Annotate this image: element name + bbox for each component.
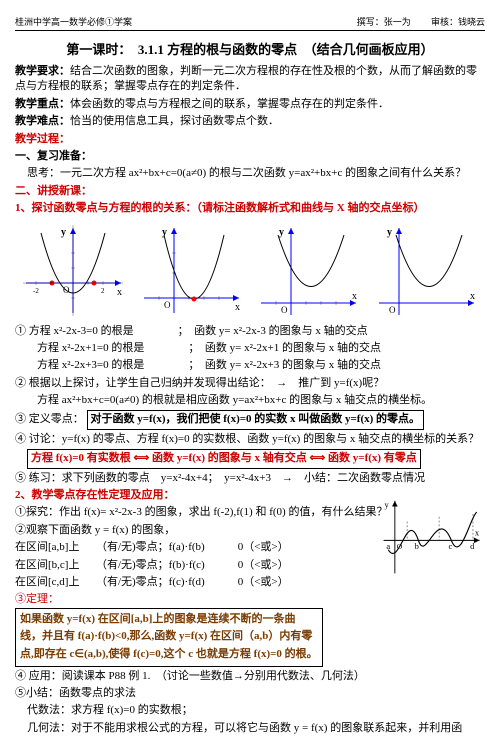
zero-definition-box: 对于函数 y=f(x)，我们把使 f(x)=0 的实数 x 叫做函数 y=f(x…: [87, 410, 425, 429]
problem-3: ③ 定义零点： 对于函数 y=f(x)，我们把使 f(x)=0 的实数 x 叫做…: [15, 410, 485, 429]
svg-text:x: x: [470, 291, 475, 302]
interval-cd: 在区间[c,d]上 （有/无)零点；f(c)·f(d) 0（<或>）: [15, 575, 355, 590]
svg-text:O: O: [389, 305, 396, 315]
review-content: 思考：一元二次方程 ax²+bx+c=0(a≠0) 的根与二次函数 y=ax²+…: [15, 166, 485, 181]
section-lecture: 二、讲授新课：: [15, 184, 485, 199]
svg-text:x: x: [117, 287, 122, 298]
graph-1: x y O -22: [21, 223, 126, 318]
svg-text:y: y: [385, 499, 390, 509]
svg-text:y: y: [279, 227, 284, 238]
interval-bc: 在区间[b,c]上 （有/无)零点；f(b)·f(c) 0（<或>）: [15, 558, 355, 573]
svg-text:b: b: [415, 541, 419, 551]
graph-2: x y O: [139, 223, 244, 318]
label-difficult: 教学难点：: [15, 115, 70, 127]
interval-ab: 在区间[a,b]上 （有/无)零点；f(a)·f(b) 0（<或>）: [15, 540, 355, 555]
graph-4: x y O: [374, 223, 479, 318]
problem-2a: 方程 ax²+bx+c=0(a≠0) 的根就是相应函数 y=ax²+bx+c 的…: [15, 393, 485, 408]
problem-4: ④ 讨论：y=f(x) 的零点、方程 f(x)=0 的实数根、函数 y=f(x)…: [15, 432, 485, 447]
apply: ④ 应用：阅读课本 P88 例 1. （讨论一些数值→分别用代数法、几何法）: [15, 669, 485, 684]
problem-1: ① 方程 x²-2x-3=0 的根是 ； 函数 y= x²-2x-3 的图象与 …: [15, 324, 485, 339]
problem-1b: 方程 x²-2x+3=0 的根是 ； 函数 y= x²-2x+3 的图象与 x …: [15, 358, 485, 373]
row-process: 教学过程：: [15, 132, 485, 147]
svg-text:x: x: [235, 302, 240, 313]
page-title: 第一课时： 3.1.1 方程的根与函数的零点 （结合几何画板应用）: [15, 39, 485, 58]
svg-text:2: 2: [101, 287, 105, 295]
svg-text:-2: -2: [33, 287, 39, 295]
problem-5: ⑤ 练习：求下列函数的零点 y=x²-4x+4； y=x²-4x+3 → 小结：…: [15, 471, 485, 486]
svg-text:O: O: [397, 542, 403, 551]
header-right: 撰写：张一为 审核：钱晓云: [357, 15, 485, 28]
svg-text:O: O: [281, 305, 288, 315]
label-requirement: 教学要求：: [15, 65, 70, 77]
svg-text:y: y: [387, 227, 392, 238]
section-review: 一、复习准备：: [15, 149, 485, 164]
theorem-box: 如果函数 y=f(x) 在区间[a,b]上的图象是连续不断的一条曲 线，并且有 …: [15, 608, 323, 667]
row-difficult: 教学难点：恰当的使用信息工具，探讨函数零点个数．: [15, 114, 485, 129]
parabola-graphs: x y O -2 2 x y O: [15, 223, 485, 318]
theorem: ③定理： 如果函数 y=f(x) 在区间[a,b]上的图象是连续不断的一条曲 线…: [15, 592, 355, 666]
section1-title: 1、探讨函数零点与方程的根的关系：（请标注函数解析式和曲线与 X 轴的交点坐标）: [15, 201, 485, 216]
graph-3: x y O: [256, 223, 361, 318]
summary: ⑤小结：函数零点的求法: [15, 686, 485, 701]
svg-text:a: a: [386, 541, 390, 551]
row-key: 教学重点：体会函数的零点与方程根之间的联系，掌握零点存在的判定条件．: [15, 97, 485, 112]
row-requirement: 教学要求：结合二次函数的图象，判断一元二次方程根的存在性及根的个数，从而了解函数…: [15, 64, 485, 95]
label-key: 教学重点：: [15, 98, 70, 110]
svg-text:y: y: [61, 227, 66, 238]
problem-4-box: 方程 f(x)=0 有实数根 ⟺ 函数 y=f(x) 的图象与 x 轴有交点 ⟺…: [15, 449, 485, 468]
svg-text:O: O: [164, 300, 171, 310]
wave-function-graph: a b c d x y O: [380, 498, 485, 578]
page-header: 桂洲中学高一数学必修①学案 撰写：张一为 审核：钱晓云: [15, 15, 485, 31]
svg-text:x: x: [475, 528, 480, 538]
equivalence-box: 方程 f(x)=0 有实数根 ⟺ 函数 y=f(x) 的图象与 x 轴有交点 ⟺…: [27, 449, 421, 468]
svg-text:x: x: [352, 291, 357, 302]
problem-1a: 方程 x²-2x+1=0 的根是 ； 函数 y= x²-2x+1 的图象与 x …: [15, 341, 485, 356]
header-left: 桂洲中学高一数学必修①学案: [15, 15, 132, 28]
svg-text:c: c: [449, 541, 453, 551]
geometry-method: 几何法：对于不能用求根公式的方程，可以将它与函数 y = f(x) 的图象联系起…: [15, 721, 485, 736]
problem-2: ② 根据以上探讨，让学生自己归纳并发现得出结论： → 推广到 y=f(x)呢？: [15, 376, 485, 391]
